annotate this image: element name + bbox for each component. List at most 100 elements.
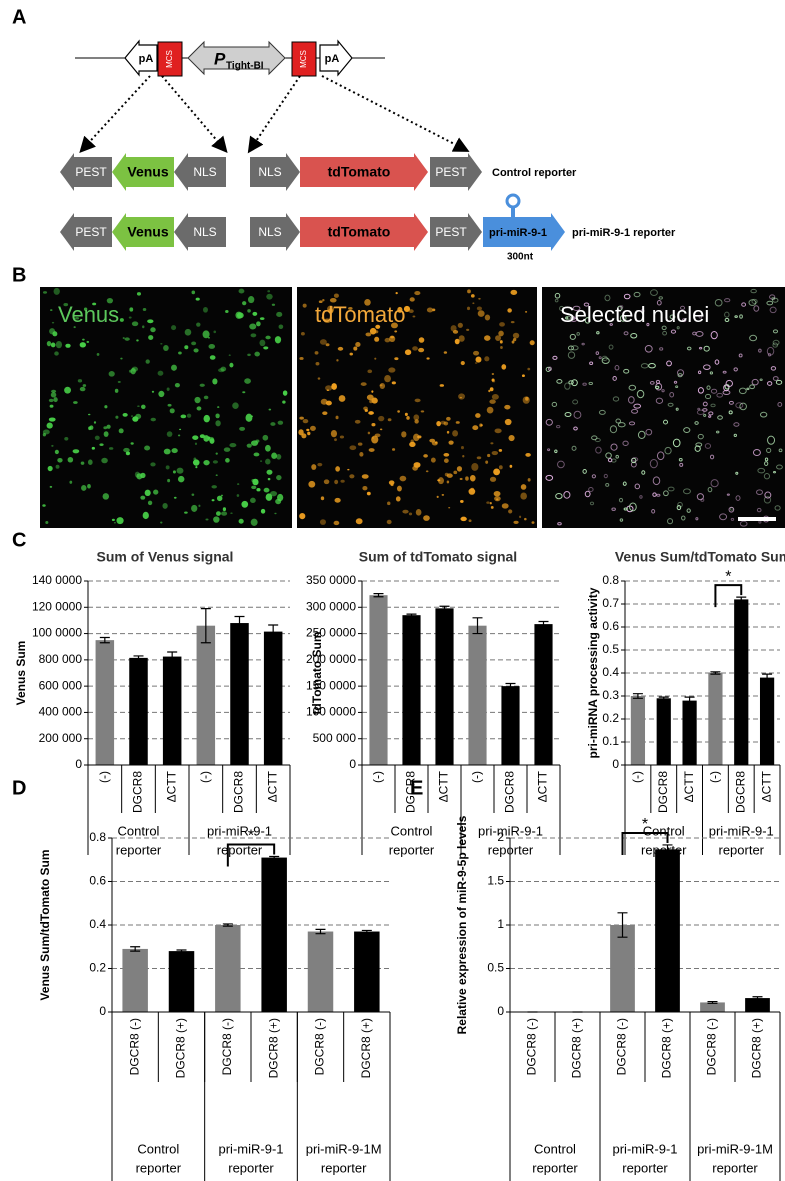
cell xyxy=(118,428,124,434)
cell xyxy=(150,327,156,333)
cell xyxy=(759,378,763,382)
cell xyxy=(220,366,227,372)
cell xyxy=(277,420,284,425)
cell xyxy=(477,310,485,317)
cell xyxy=(677,501,683,508)
cell xyxy=(136,473,143,480)
cell xyxy=(246,443,252,448)
cell xyxy=(605,452,612,459)
cell xyxy=(618,497,624,503)
cell xyxy=(203,414,210,423)
cell xyxy=(492,380,496,383)
cell xyxy=(631,408,639,414)
y-axis-label: Venus Sum/tdTomato Sum xyxy=(38,849,52,1000)
cell xyxy=(322,411,328,415)
cell xyxy=(368,411,374,415)
y-tick-label: 400 000 xyxy=(39,705,83,719)
cell xyxy=(163,448,171,455)
cell xyxy=(323,318,331,323)
cell xyxy=(610,443,618,451)
error-bar xyxy=(234,615,245,631)
group-label: Control xyxy=(118,823,160,838)
cell xyxy=(96,352,100,356)
cell xyxy=(167,478,171,483)
cell xyxy=(211,499,215,502)
cell xyxy=(491,393,499,400)
cell xyxy=(510,289,518,295)
cell xyxy=(702,401,708,407)
cell xyxy=(171,325,177,331)
cell xyxy=(697,433,704,440)
cell xyxy=(448,440,454,445)
cell xyxy=(752,448,761,457)
cell xyxy=(334,479,339,485)
group-label: pri-miR-9-1 xyxy=(478,823,543,838)
cell xyxy=(349,445,357,451)
cell xyxy=(636,389,645,399)
cell xyxy=(276,475,282,481)
element-label: NLS xyxy=(193,225,216,239)
cell xyxy=(710,403,716,408)
cell xyxy=(160,521,163,524)
cell xyxy=(677,369,685,377)
cell xyxy=(211,485,217,489)
cell xyxy=(254,351,260,357)
cell xyxy=(99,443,104,447)
cell xyxy=(169,408,175,414)
cell xyxy=(623,507,628,511)
cell xyxy=(113,522,117,524)
bar xyxy=(501,686,520,765)
cell xyxy=(465,476,469,481)
cell xyxy=(337,346,344,351)
cell xyxy=(42,429,50,435)
cell xyxy=(262,434,269,441)
cell xyxy=(271,303,276,306)
x-tick-label: DGCR8 (-) xyxy=(615,1018,629,1075)
cell xyxy=(453,470,458,475)
cell xyxy=(388,480,395,485)
cell xyxy=(656,299,662,306)
cell xyxy=(392,448,396,451)
x-tick-label: DGCR8 (-) xyxy=(705,1018,719,1075)
cell xyxy=(758,348,762,353)
cell xyxy=(767,353,772,357)
cell xyxy=(749,334,758,342)
cell xyxy=(434,441,438,444)
cell xyxy=(667,486,675,492)
cell xyxy=(379,383,386,389)
cell xyxy=(571,379,578,387)
cell xyxy=(735,402,744,409)
cell xyxy=(317,377,321,380)
element-arrow xyxy=(174,213,226,251)
cell xyxy=(423,454,428,458)
cell xyxy=(177,434,181,437)
cell xyxy=(467,289,471,294)
cell xyxy=(545,366,551,372)
mcs-label: MCS xyxy=(165,50,174,68)
cell xyxy=(478,297,481,300)
cell xyxy=(466,328,470,332)
cell xyxy=(568,380,574,385)
cell xyxy=(563,491,571,499)
cell xyxy=(144,445,151,451)
cell xyxy=(282,400,286,404)
x-tick-label: (-) xyxy=(708,771,722,783)
cell xyxy=(656,451,665,461)
cell xyxy=(47,465,53,472)
cell xyxy=(697,407,701,411)
cell xyxy=(509,464,513,468)
cell xyxy=(184,511,188,514)
cell xyxy=(401,431,407,438)
x-tick-label: DGCR8 xyxy=(656,771,670,813)
x-tick-label: (-) xyxy=(630,771,644,783)
cell xyxy=(681,515,686,521)
cell xyxy=(266,293,273,300)
cell xyxy=(708,411,714,416)
cell xyxy=(581,342,585,346)
cell xyxy=(360,382,367,386)
cell xyxy=(244,378,251,384)
element-label: PEST xyxy=(435,165,467,179)
cell xyxy=(186,413,192,418)
cell xyxy=(554,449,558,454)
